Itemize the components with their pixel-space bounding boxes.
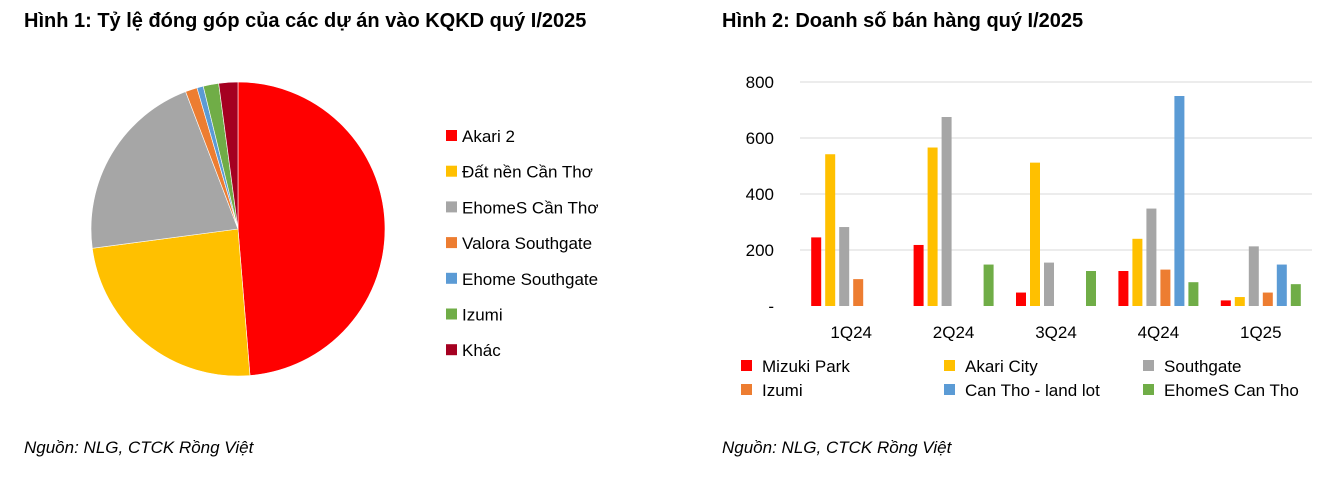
pie-legend-swatch-ehome-southgate	[446, 272, 457, 284]
pie-legend-label-dat-nen-can-tho: Đất nền Cần Thơ	[462, 163, 593, 182]
bar-akari-city-2q24	[927, 147, 938, 306]
x-tick-label: 2Q24	[933, 323, 975, 342]
bar-southgate-1q24	[839, 227, 850, 306]
pie-slice-khac	[218, 81, 239, 230]
bar-akari-city-4q24	[1132, 238, 1143, 306]
bar-izumi-4q24	[1160, 269, 1171, 306]
pie-slice-ehomes-can-tho	[90, 91, 239, 249]
bar-legend-swatch-southgate	[1143, 360, 1154, 371]
pie-slice-akari-2	[237, 81, 386, 376]
bar-legend-swatch-ehomes-can-tho	[1143, 384, 1154, 395]
bar-akari-city-3q24	[1030, 162, 1040, 306]
pie-legend-label-akari-2: Akari 2	[462, 127, 515, 146]
pie-legend-swatch-izumi	[446, 308, 457, 320]
bar-mizuki-park-4q24	[1118, 271, 1129, 306]
bar-legend-label-southgate: Southgate	[1164, 357, 1242, 376]
bar-ehomes-can-tho-1q25	[1290, 284, 1301, 306]
bar-southgate-2q24	[941, 117, 952, 306]
bar-legend-swatch-izumi	[741, 384, 752, 395]
pie-legend-label-izumi: Izumi	[462, 306, 503, 325]
bar-legend-label-can-tho-land-lot: Can Tho - land lot	[965, 381, 1100, 400]
pie-legend-swatch-valora-southgate	[446, 237, 457, 249]
bar-southgate-1q25	[1248, 246, 1259, 306]
bar-ehomes-can-tho-2q24	[983, 264, 994, 306]
pie-legend: Akari 2 Đất nền Cần Thơ EhomeS Cần Thơ Valo…	[446, 127, 599, 360]
y-tick-label: 200	[746, 241, 774, 260]
bar-legend-swatch-mizuki-park	[741, 360, 752, 371]
bar-southgate-3q24	[1044, 262, 1054, 306]
bar-ehomes-can-tho-4q24	[1188, 282, 1199, 306]
x-tick-label: 3Q24	[1035, 323, 1077, 342]
bar-mizuki-park-1q25	[1220, 300, 1231, 306]
bar-izumi-1q24	[853, 279, 864, 306]
figure1-title: Hình 1: Tỷ lệ đóng góp của các dự án vào…	[24, 10, 587, 32]
bar-legend-label-izumi: Izumi	[762, 381, 803, 400]
bar-chart: - 200 400 600 800 1Q24 2Q24 3Q24 4Q24 1Q25	[746, 73, 1312, 342]
bar-legend-label-mizuki-park: Mizuki Park	[762, 357, 850, 376]
y-tick-label: 800	[746, 73, 774, 92]
bar-mizuki-park-1q24	[811, 237, 822, 306]
pie-slice-dat-nen-can-tho	[91, 228, 251, 377]
y-tick-label: 400	[746, 185, 774, 204]
pie-legend-label-valora-southgate: Valora Southgate	[462, 234, 592, 253]
x-tick-label: 1Q24	[830, 323, 872, 342]
bar-mizuki-park-2q24	[913, 244, 924, 306]
figure2-source: Nguồn: NLG, CTCK Rồng Việt	[722, 438, 952, 457]
bar-legend: Mizuki Park Akari City Southgate Izumi Can T…	[741, 357, 1299, 400]
y-tick-label: -	[768, 297, 774, 316]
x-tick-label: 4Q24	[1138, 323, 1180, 342]
bar-izumi-1q25	[1262, 292, 1273, 306]
bar-ehomes-can-tho-3q24	[1086, 271, 1096, 306]
x-tick-label: 1Q25	[1240, 323, 1282, 342]
pie-legend-label-khac: Khác	[462, 341, 501, 360]
pie-legend-swatch-ehomes-can-tho	[446, 201, 457, 213]
bar-can-tho-land-lot-4q24	[1174, 96, 1185, 306]
y-tick-label: 600	[746, 129, 774, 148]
bar-legend-swatch-can-tho-land-lot	[944, 384, 955, 395]
pie-chart	[90, 81, 386, 377]
bar-akari-city-1q24	[825, 154, 836, 306]
bar-mizuki-park-3q24	[1016, 292, 1026, 306]
pie-legend-label-ehomes-can-tho: EhomeS Cần Thơ	[462, 198, 599, 217]
bar-legend-swatch-akari-city	[944, 360, 955, 371]
figure2-title: Hình 2: Doanh số bán hàng quý I/2025	[722, 10, 1084, 32]
bar-southgate-4q24	[1146, 208, 1157, 306]
pie-legend-label-ehome-southgate: Ehome Southgate	[462, 270, 598, 289]
pie-legend-swatch-akari-2	[446, 130, 457, 141]
bar-legend-label-akari-city: Akari City	[965, 357, 1038, 376]
pie-legend-swatch-dat-nen-can-tho	[446, 165, 457, 177]
bar-legend-label-ehomes-can-tho: EhomeS Can Tho	[1164, 381, 1299, 400]
bar-can-tho-land-lot-1q25	[1276, 264, 1287, 306]
pie-legend-swatch-khac	[446, 344, 457, 356]
bar-akari-city-1q25	[1234, 297, 1245, 306]
figure1-source: Nguồn: NLG, CTCK Rồng Việt	[24, 438, 254, 457]
